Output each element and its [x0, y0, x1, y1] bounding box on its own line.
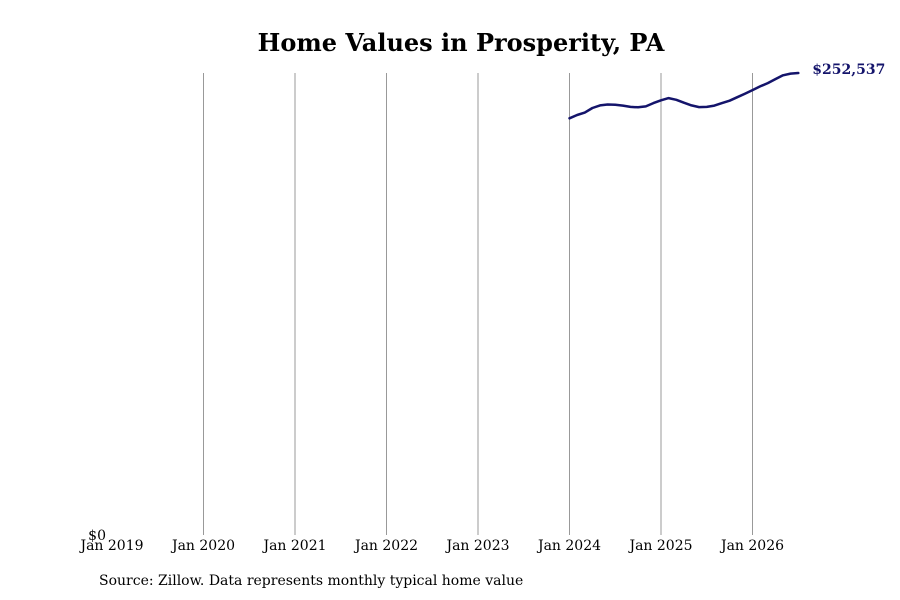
x-tick-label: Jan 2022: [353, 538, 418, 554]
x-tick-label: Jan 2026: [719, 538, 784, 554]
x-tick-label: Jan 2020: [170, 538, 235, 554]
series-line: [568, 71, 800, 120]
y-tick-label: $0: [88, 528, 106, 544]
end-value-label: $252,537: [812, 62, 885, 78]
x-tick-label: Jan 2019: [78, 538, 143, 554]
x-tick-label: Jan 2024: [536, 538, 601, 554]
x-tick-label: Jan 2025: [627, 538, 692, 554]
gridlines: [203, 73, 753, 535]
chart-title: Home Values in Prosperity, PA: [258, 28, 665, 57]
x-tick-label: Jan 2023: [444, 538, 509, 554]
source-note: Source: Zillow. Data represents monthly …: [99, 573, 524, 589]
x-axis-ticks: Jan 2019 Jan 2020 Jan 2021 Jan 2022 Jan 2023…: [78, 538, 784, 554]
y-axis-ticks: $0: [88, 528, 106, 544]
x-tick-label: Jan 2021: [261, 538, 326, 554]
